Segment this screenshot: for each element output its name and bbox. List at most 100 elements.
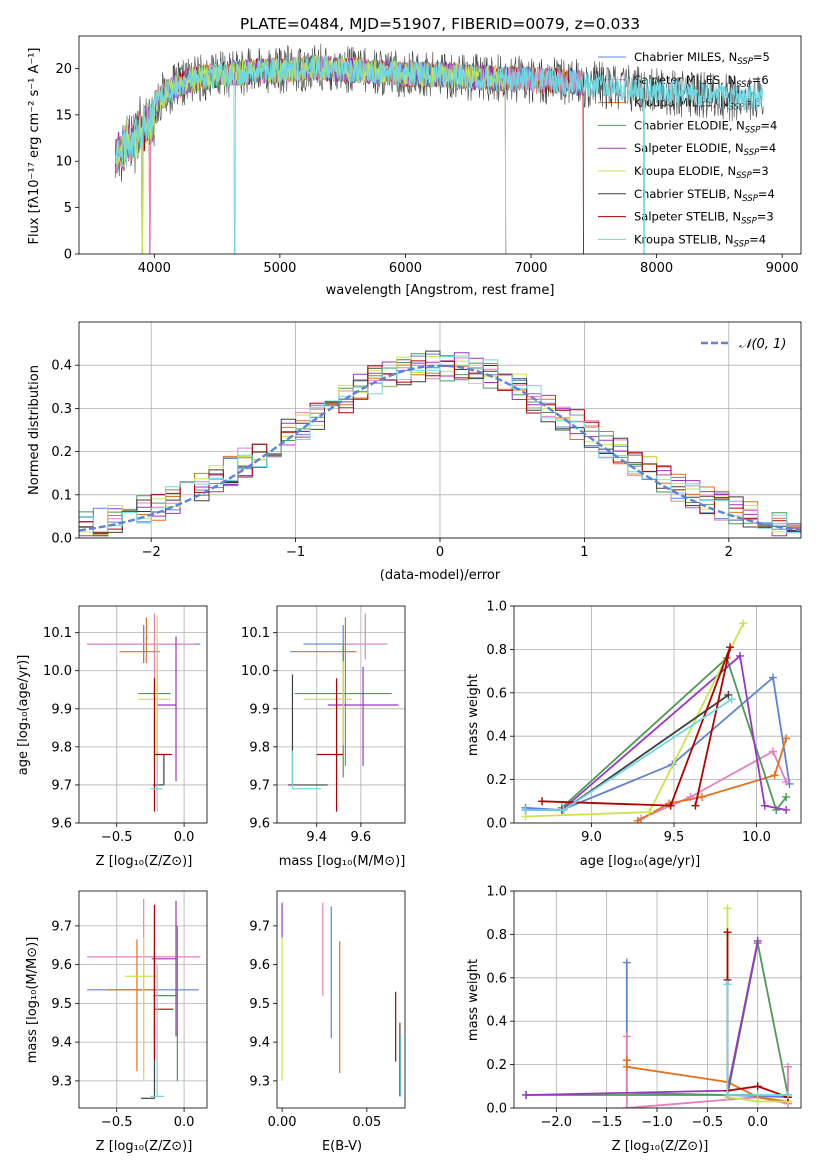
mass-vs-Z-xlabel: Z [log₁₀(Z/Z⊙)] (96, 1139, 193, 1154)
legend-text: Kroupa ELODIE, N (634, 164, 736, 178)
mass-vs-Z-xtick-label: 0.0 (174, 1115, 195, 1130)
massweight-vs-age-ytick-label: 0.6 (486, 686, 507, 701)
massweight-vs-Z-ytick-label: 0.6 (486, 971, 507, 986)
massweight-vs-Z-point-salpeter-elodie (522, 1090, 531, 1099)
massweight-vs-Z-point-chabrier-miles (622, 958, 631, 967)
mass-vs-Z-ytick-label: 9.5 (51, 997, 72, 1012)
mass-vs-Z-panel: Z [log₁₀(Z/Z⊙)] mass [log₁₀(M/M⊙)] −0.5 0… (25, 890, 208, 1154)
massweight-vs-age-ytick-label: 1.0 (486, 600, 507, 615)
massweight-vs-Z-xtick-label: −0.5 (692, 1115, 724, 1130)
massweight-vs-Z-ylabel: mass weight (466, 959, 481, 1041)
massweight-vs-age-xlabel: age [log₁₀(age/yr)] (580, 854, 701, 869)
legend-sub: SSP (744, 148, 760, 158)
legend-sub: SSP (745, 125, 761, 135)
legend-sub: SSP (736, 80, 752, 90)
histogram-kroupa-stelib (79, 355, 801, 537)
massweight-vs-age-point-kroupa-miles (782, 734, 791, 743)
age-vs-mass-ytick-label: 10.0 (241, 664, 270, 679)
mass-vs-EBV-ytick-label: 9.3 (249, 1074, 270, 1089)
legend-sub: SSP (741, 217, 757, 227)
residuals-ytick-label: 0.0 (51, 532, 72, 547)
massweight-vs-Z-point-salpeter-miles (783, 1062, 792, 1071)
spectrum-frame (78, 35, 802, 255)
age-vs-mass-ytick-label: 9.8 (249, 740, 270, 755)
legend-text: Chabrier MILES, N (634, 50, 737, 64)
legend-label-chabrier-elodie: Chabrier ELODIE, NSSP=4 (634, 118, 777, 135)
legend-n: =3 (752, 164, 769, 178)
spectrum-panel: PLATE=0484, MJD=51907, FIBERID=0079, z=0… (27, 15, 802, 298)
legend-text: Kroupa STELIB, N (634, 232, 734, 246)
age-vs-Z-xlabel: Z [log₁₀(Z/Z⊙)] (96, 854, 193, 869)
age-vs-mass-xtick-label: 9.6 (351, 830, 372, 845)
legend-label-kroupa-elodie: Kroupa ELODIE, NSSP=3 (634, 164, 769, 181)
residuals-xtick-label: 1 (580, 545, 588, 560)
age-vs-Z-ytick-label: 9.7 (51, 778, 72, 793)
massweight-vs-age-point-chabrier-miles (768, 673, 777, 682)
age-vs-mass-ytick-label: 9.9 (249, 702, 270, 717)
legend-n: =4 (749, 232, 766, 246)
massweight-vs-age-point-salpeter-elodie (735, 651, 744, 660)
massweight-vs-Z-ytick-label: 1.0 (486, 885, 507, 900)
massweight-vs-age-point-kroupa-miles (770, 771, 779, 780)
massweight-vs-Z-frame (513, 890, 802, 1109)
massweight-vs-age-line-salpeter-miles (640, 750, 788, 820)
residuals-xtick-label: 2 (725, 545, 733, 560)
massweight-vs-age-xtick-label: 9.0 (581, 830, 602, 845)
massweight-vs-Z-point-kroupa-stelib (783, 1090, 792, 1099)
massweight-vs-age-point-kroupa-stelib (521, 805, 530, 814)
age-vs-mass-ytick-label: 9.6 (249, 817, 270, 832)
legend-sub: SSP (742, 194, 758, 204)
massweight-vs-Z-xtick-label: −1.0 (641, 1115, 673, 1130)
massweight-vs-Z-point-kroupa-stelib (753, 1090, 762, 1099)
massweight-vs-age-line-salpeter-stelib (541, 646, 731, 807)
massweight-vs-age-frame (513, 605, 802, 824)
massweight-vs-Z-point-kroupa-stelib (723, 980, 732, 989)
mass-vs-EBV-ytick-label: 9.6 (249, 958, 270, 973)
legend-n: =3 (757, 210, 774, 224)
age-vs-Z-ytick-label: 10.0 (43, 664, 72, 679)
mass-vs-EBV-xtick-label: 0.05 (352, 1115, 381, 1130)
massweight-vs-Z-point-salpeter-elodie (753, 936, 762, 945)
spectrum-xtick-label: 4000 (138, 261, 171, 276)
massweight-vs-age-point-kroupa-stelib (559, 805, 568, 814)
mass-vs-Z-ylabel: mass [log₁₀(M/M⊙)] (25, 937, 40, 1064)
legend-normal-label: 𝒩(0, 1) (739, 337, 786, 352)
massweight-vs-Z-line-kroupa-stelib (726, 984, 788, 1096)
massweight-vs-age-line-chabrier-elodie (561, 656, 787, 812)
mass-vs-Z-ytick-label: 9.4 (51, 1036, 72, 1051)
legend-text: Salpeter STELIB, N (634, 210, 741, 224)
age-vs-Z-ytick-label: 9.8 (51, 740, 72, 755)
massweight-vs-age-point-kroupa-miles (698, 792, 707, 801)
massweight-vs-Z-point-salpeter-miles (622, 1104, 631, 1108)
massweight-vs-age-point-salpeter-stelib (538, 797, 547, 806)
massweight-vs-Z-point-kroupa-stelib (723, 1090, 732, 1099)
residuals-xtick-label: 0 (436, 545, 444, 560)
legend-label-chabrier-stelib: Chabrier STELIB, NSSP=4 (634, 187, 775, 204)
age-vs-mass-panel: mass [log₁₀(M/M⊙)] 9.4 9.6 9.6 9.7 9.8 9.9 10.… (241, 605, 406, 869)
residuals-ytick-label: 0.3 (51, 402, 72, 417)
age-vs-Z-frame (78, 605, 208, 824)
massweight-vs-age-point-salpeter-stelib (726, 643, 735, 652)
age-vs-mass-xtick-label: 9.4 (306, 830, 327, 845)
massweight-vs-age-ytick-label: 0.2 (486, 773, 507, 788)
massweight-vs-Z-ytick-label: 0.0 (486, 1102, 507, 1117)
residuals-xtick-label: −1 (286, 545, 305, 560)
massweight-vs-Z-ytick-label: 0.4 (486, 1015, 507, 1030)
massweight-vs-Z-point-kroupa-elodie (723, 904, 732, 913)
spectrum-xtick-label: 5000 (263, 261, 296, 276)
residuals-ylabel: Normed distribution (27, 365, 42, 495)
age-vs-Z-xtick-label: −0.5 (101, 830, 133, 845)
legend-sub: SSP (737, 57, 753, 67)
massweight-vs-age-point-salpeter-miles (768, 747, 777, 756)
legend-text: Chabrier ELODIE, N (634, 118, 745, 132)
massweight-vs-Z-point-salpeter-stelib (753, 1082, 762, 1091)
spectrum-ytick-label: 5 (64, 201, 72, 216)
massweight-vs-Z-point-salpeter-miles (622, 1032, 631, 1041)
massweight-vs-age-point-salpeter-elodie (782, 805, 791, 814)
mass-vs-EBV-ytick-label: 9.5 (249, 997, 270, 1012)
residuals-legend: 𝒩(0, 1) (701, 337, 786, 352)
age-vs-mass-xlabel: mass [log₁₀(M/M⊙)] (279, 854, 406, 869)
massweight-vs-age-point-salpeter-stelib (691, 801, 700, 810)
